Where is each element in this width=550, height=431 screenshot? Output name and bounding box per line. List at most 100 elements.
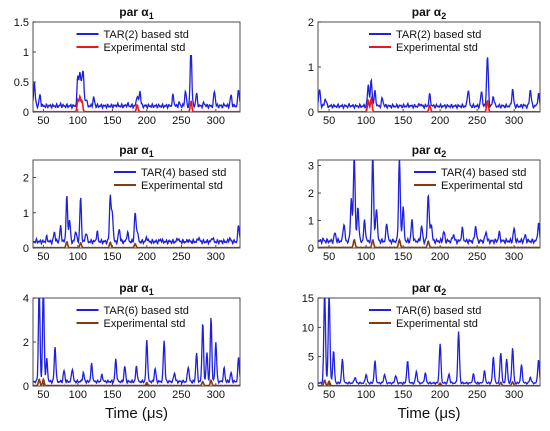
panel-title: par α2 [412, 5, 446, 21]
panel-5: par α1 50 100 150 200 250 300 0 2 4 TAR(6) based s… [23, 281, 241, 401]
x-tick-label: 250 [468, 251, 486, 263]
x-tick-label: 300 [505, 251, 523, 263]
model-std-line [318, 57, 540, 110]
x-tick-label: 200 [431, 389, 449, 401]
x-tick-label: 250 [172, 251, 190, 263]
y-tick-label: 15 [302, 293, 314, 305]
x-tick-label: 100 [69, 115, 87, 127]
x-tick-label: 150 [394, 115, 412, 127]
x-tick-label: 50 [37, 251, 49, 263]
experimental-std-line [318, 237, 540, 248]
legend-label: Experimental std [396, 318, 478, 330]
x-tick-label: 250 [468, 115, 486, 127]
experimental-std-line [318, 95, 540, 112]
x-tick-label: 200 [138, 251, 156, 263]
x-tick-label: 50 [37, 389, 49, 401]
legend-label: TAR(2) based std [396, 29, 481, 41]
y-tick-label: 0 [23, 107, 29, 119]
panel-1: par α1 50 100 150 200 250 300 0 0.5 1 1.5 TAR(2) ba… [14, 5, 241, 127]
y-tick-label: 1 [308, 216, 314, 228]
y-tick-label: 3 [308, 161, 314, 173]
y-tick-label: 0 [308, 381, 314, 393]
x-tick-label: 250 [468, 389, 486, 401]
x-tick-label: 150 [103, 389, 121, 401]
legend-label: Experimental std [396, 42, 478, 54]
panel-2: par α2 50 100 150 200 250 300 0 1 2 TAR(2) based s… [308, 5, 541, 127]
panel-title: par α1 [119, 281, 153, 297]
x-tick-label: 50 [323, 389, 335, 401]
panel-6: par α2 50 100 150 200 250 300 0 5 10 15 TAR(6) base… [302, 281, 541, 401]
y-tick-label: 5 [308, 352, 314, 364]
x-tick-label: 150 [103, 251, 121, 263]
legend-label: Experimental std [104, 42, 186, 54]
x-tick-label: 150 [394, 251, 412, 263]
legend-label: TAR(6) based std [104, 305, 189, 317]
y-tick-label: 1 [23, 47, 29, 59]
x-tick-label: 100 [357, 251, 375, 263]
panel-3: par α1 50 100 150 200 250 300 0 1 2 TAR(4) based s… [23, 143, 241, 263]
x-tick-label: 100 [69, 389, 87, 401]
x-tick-label: 150 [394, 389, 412, 401]
x-tick-label: 200 [431, 251, 449, 263]
y-tick-label: 2 [23, 337, 29, 349]
model-std-line [33, 46, 240, 111]
x-axis-label: Time (μs) [105, 405, 168, 422]
y-tick-label: 2 [23, 173, 29, 185]
legend-label: TAR(4) based std [441, 167, 526, 179]
y-tick-label: 4 [23, 293, 29, 305]
panel-title: par α1 [119, 5, 153, 21]
y-tick-label: 2 [308, 188, 314, 200]
x-tick-label: 250 [172, 115, 190, 127]
x-tick-label: 50 [37, 115, 49, 127]
x-tick-label: 300 [505, 115, 523, 127]
y-tick-label: 10 [302, 322, 314, 334]
experimental-std-line [318, 379, 540, 386]
y-tick-label: 1 [23, 208, 29, 220]
x-tick-label: 100 [357, 389, 375, 401]
y-tick-label: 0 [23, 381, 29, 393]
x-tick-label: 200 [138, 115, 156, 127]
x-tick-label: 250 [172, 389, 190, 401]
x-axis-label: Time (μs) [397, 405, 460, 422]
x-tick-label: 300 [207, 251, 225, 263]
x-tick-label: 200 [138, 389, 156, 401]
x-tick-label: 50 [323, 115, 335, 127]
model-std-line [33, 194, 240, 246]
model-std-line [318, 160, 540, 246]
x-tick-label: 100 [69, 251, 87, 263]
experimental-std-line [33, 240, 240, 248]
y-tick-label: 0.5 [14, 77, 29, 89]
x-tick-label: 200 [431, 115, 449, 127]
panel-title: par α2 [412, 143, 446, 159]
legend-label: Experimental std [104, 318, 186, 330]
y-tick-label: 0 [308, 107, 314, 119]
y-tick-label: 1.5 [14, 17, 29, 29]
legend-label: TAR(4) based std [141, 167, 226, 179]
legend-label: TAR(2) based std [104, 29, 189, 41]
legend-label: TAR(6) based std [396, 305, 481, 317]
x-tick-label: 300 [207, 115, 225, 127]
legend-label: Experimental std [441, 180, 523, 192]
y-tick-label: 1 [308, 62, 314, 74]
x-tick-label: 100 [357, 115, 375, 127]
model-std-line [318, 298, 540, 386]
experimental-std-line [33, 377, 240, 386]
y-tick-label: 0 [308, 243, 314, 255]
y-tick-label: 2 [308, 17, 314, 29]
x-tick-label: 50 [323, 251, 335, 263]
x-tick-label: 300 [207, 389, 225, 401]
experimental-std-line [33, 93, 240, 112]
panel-title: par α1 [119, 143, 153, 159]
x-tick-label: 150 [103, 115, 121, 127]
panel-title: par α2 [412, 281, 446, 297]
x-tick-label: 300 [505, 389, 523, 401]
legend-label: Experimental std [141, 180, 223, 192]
panel-4: par α2 50 100 150 200 250 300 0 1 2 3 TAR(4) based … [308, 143, 541, 263]
y-tick-label: 0 [23, 243, 29, 255]
